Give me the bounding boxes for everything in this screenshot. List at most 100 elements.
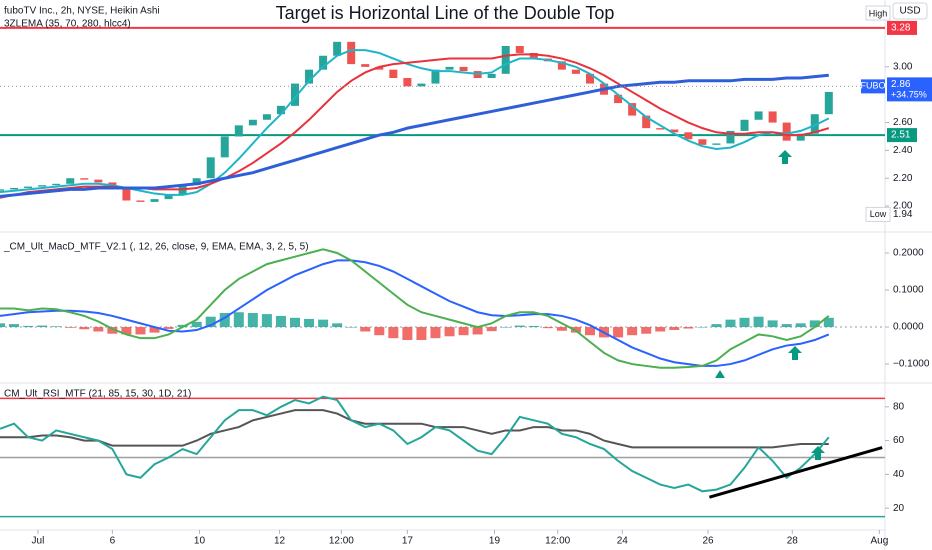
- candle: [94, 179, 103, 183]
- histogram-bar: [219, 312, 230, 328]
- x-tick-label: 28: [787, 536, 799, 547]
- x-tick-label: 26: [702, 536, 714, 547]
- price-box: [887, 77, 932, 102]
- candle: [150, 199, 159, 202]
- chart-title: Target is Horizontal Line of the Double …: [276, 3, 615, 23]
- candle: [656, 128, 665, 130]
- histogram-bar: [51, 326, 62, 328]
- candle: [333, 41, 342, 56]
- x-tick-label: 12:00: [545, 536, 570, 547]
- candle: [810, 114, 819, 134]
- candle: [684, 132, 693, 140]
- y-tick-label: 20: [893, 503, 905, 514]
- candle: [0, 189, 4, 191]
- candle: [192, 178, 201, 186]
- y-tick-label: 2.00: [893, 201, 913, 212]
- histogram-bar: [93, 327, 104, 332]
- y-tick-label: 80: [893, 401, 905, 412]
- candle: [347, 41, 356, 65]
- symbol-box: [861, 79, 885, 94]
- candle: [136, 200, 145, 202]
- histogram-bar: [318, 319, 329, 328]
- x-tick-label: 10: [194, 536, 206, 547]
- histogram-bar: [528, 325, 539, 328]
- candle: [220, 136, 229, 158]
- candle: [586, 73, 594, 84]
- histogram-bar: [149, 327, 160, 333]
- histogram-bar: [809, 320, 820, 328]
- histogram-bar: [556, 327, 567, 331]
- histogram-bar: [135, 327, 146, 335]
- candle: [375, 66, 384, 70]
- histogram-bar: [0, 323, 5, 328]
- candle: [38, 185, 47, 187]
- candle: [66, 178, 75, 184]
- x-tick-label: 24: [617, 536, 629, 547]
- candle: [389, 69, 398, 79]
- candle: [726, 130, 735, 144]
- arrow: [715, 370, 725, 378]
- histogram-bar: [781, 324, 792, 328]
- histogram-bar: [37, 325, 48, 328]
- histogram-bar: [655, 327, 666, 332]
- arrow: [788, 346, 802, 360]
- indicator-title: 3ZLEMA (35, 70, 280, hlcc4): [4, 19, 131, 30]
- panel-overlay: 80 60 40 20 CM_Ult_RSI_MTF (21, 85, 15, 30, …: [4, 389, 905, 547]
- candle: [628, 103, 637, 116]
- x-tick-label: 12: [274, 536, 286, 547]
- candle: [10, 187, 19, 190]
- price-label-box: [887, 128, 917, 143]
- y-tick-label: 60: [893, 435, 905, 446]
- candle: [824, 91, 833, 115]
- candle: [417, 83, 426, 87]
- histogram-bar: [290, 317, 300, 328]
- histogram-bar: [711, 324, 722, 328]
- price-change: +34.75%: [891, 90, 927, 100]
- y-tick-label: 2.20: [893, 173, 913, 184]
- histogram-bar: [23, 325, 34, 328]
- candle: [698, 139, 707, 145]
- candle: [80, 178, 89, 180]
- histogram-bar: [275, 315, 286, 328]
- candle: [262, 114, 271, 120]
- currency-box: [892, 2, 928, 20]
- y-tick-label: 0.0000: [893, 322, 924, 333]
- candle: [642, 115, 651, 129]
- histogram-bar: [79, 327, 90, 330]
- candle: [768, 111, 777, 123]
- y-tick-label: −0.1000: [893, 359, 930, 370]
- high-label: High: [869, 8, 888, 18]
- candle: [206, 157, 215, 179]
- panel: [0, 395, 885, 518]
- panel-overlay: 0.2000 0.1000 0.0000 −0.1000 _CM_Ult_MacD_MT…: [3, 242, 930, 370]
- low-value: 1.94: [893, 209, 913, 220]
- histogram-bar: [739, 317, 750, 328]
- candle: [24, 186, 33, 188]
- histogram-bar: [795, 323, 806, 328]
- x-tick-label: 6: [110, 536, 116, 547]
- histogram-bar: [697, 327, 708, 328]
- price-label-box: [887, 20, 917, 35]
- series-line: [0, 409, 829, 449]
- candle: [319, 55, 328, 70]
- candle: [52, 183, 61, 186]
- candle: [164, 194, 173, 200]
- candle: [122, 189, 131, 201]
- histogram-bar: [725, 319, 736, 328]
- trendline: [708, 446, 883, 499]
- candle: [234, 125, 243, 137]
- histogram-bar: [542, 327, 553, 329]
- candle: [712, 143, 721, 145]
- histogram-bar: [107, 327, 118, 334]
- indicator-title: _CM_Ult_MacD_MTF_V2.1 (, 12, 26, close, …: [3, 242, 309, 253]
- y-tick-label: 40: [893, 469, 905, 480]
- histogram-bar: [65, 327, 76, 328]
- histogram-bar: [585, 327, 595, 336]
- last-price: 2.86: [891, 79, 911, 90]
- histogram-bar: [191, 321, 202, 328]
- high-box: [865, 5, 891, 21]
- candle: [459, 66, 468, 72]
- x-tick-label: Jul: [32, 536, 45, 547]
- candle: [529, 52, 538, 59]
- histogram-bar: [641, 327, 652, 334]
